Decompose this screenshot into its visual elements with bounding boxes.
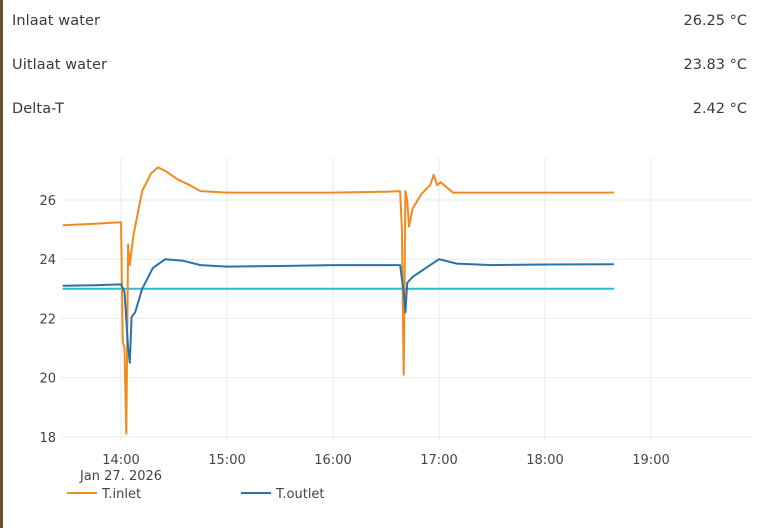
y-tick-label: 26 [39, 194, 56, 209]
legend-item-t-inlet[interactable]: T.inlet [67, 487, 141, 502]
legend-item-t-outlet[interactable]: T.outlet [241, 487, 325, 502]
x-tick-label: 18:00 [526, 453, 563, 468]
sensor-row-outlet[interactable]: Uitlaat water 23.83 °C [12, 54, 747, 76]
y-tick-label: 18 [39, 431, 56, 446]
y-tick-label: 20 [39, 372, 56, 387]
x-tick-label: 14:00 [102, 453, 139, 468]
x-date-label: Jan 27. 2026 [79, 469, 162, 484]
x-tick-label: 19:00 [632, 453, 669, 468]
sensor-label: Delta-T [12, 101, 65, 117]
sensor-row-inlet[interactable]: Inlaat water 26.25 °C [12, 10, 747, 32]
left-border [0, 0, 3, 528]
chart-lines [62, 166, 614, 435]
x-axis: 14:00 15:00 16:00 17:00 18:00 19:00 Jan 27. 20… [79, 453, 670, 484]
y-tick-label: 24 [39, 253, 56, 268]
sensor-label: Uitlaat water [12, 57, 108, 73]
series-line-t-outlet [62, 258, 614, 364]
y-tick-label: 22 [39, 312, 56, 327]
legend-label: T.outlet [275, 487, 325, 502]
y-axis: 18 20 22 24 26 [39, 194, 56, 446]
sensor-value: 23.83 °C [683, 57, 748, 73]
x-tick-label: 16:00 [314, 453, 351, 468]
sensor-value: 26.25 °C [683, 13, 748, 29]
sensor-value: 2.42 °C [692, 101, 747, 117]
sensor-row-delta[interactable]: Delta-T 2.42 °C [12, 98, 747, 120]
chart-grid [62, 158, 752, 440]
x-tick-label: 17:00 [420, 453, 457, 468]
sensor-label: Inlaat water [12, 13, 101, 29]
legend-label: T.inlet [101, 487, 141, 502]
series-line-t-inlet [62, 166, 614, 435]
chart-legend[interactable]: T.inlet T.outlet [67, 487, 325, 502]
x-tick-label: 15:00 [208, 453, 245, 468]
history-chart[interactable]: 18 20 22 24 26 14:00 15:00 16:00 17:00 18:00 19:0… [0, 140, 761, 528]
